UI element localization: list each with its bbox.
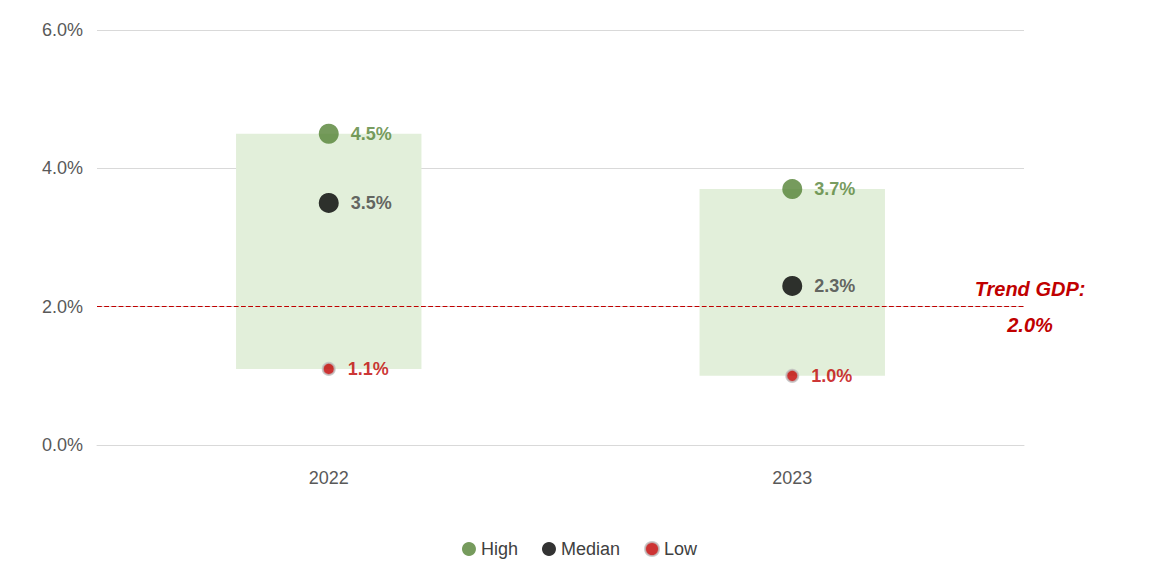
svg-text:High: High xyxy=(481,539,518,559)
svg-text:3.5%: 3.5% xyxy=(351,193,392,213)
svg-text:Trend GDP:: Trend GDP: xyxy=(975,278,1086,300)
svg-text:3.7%: 3.7% xyxy=(814,179,855,199)
svg-text:2.0%: 2.0% xyxy=(42,297,83,317)
svg-text:0.0%: 0.0% xyxy=(42,435,83,455)
svg-text:2.0%: 2.0% xyxy=(1006,314,1053,336)
svg-text:1.0%: 1.0% xyxy=(811,366,852,386)
svg-text:2022: 2022 xyxy=(309,468,349,488)
svg-text:6.0%: 6.0% xyxy=(42,20,83,40)
svg-text:Low: Low xyxy=(664,539,698,559)
svg-text:4.0%: 4.0% xyxy=(42,158,83,178)
svg-text:2.3%: 2.3% xyxy=(814,276,855,296)
svg-text:4.5%: 4.5% xyxy=(351,124,392,144)
svg-text:Median: Median xyxy=(561,539,620,559)
svg-text:1.1%: 1.1% xyxy=(348,359,389,379)
svg-text:2023: 2023 xyxy=(772,468,812,488)
